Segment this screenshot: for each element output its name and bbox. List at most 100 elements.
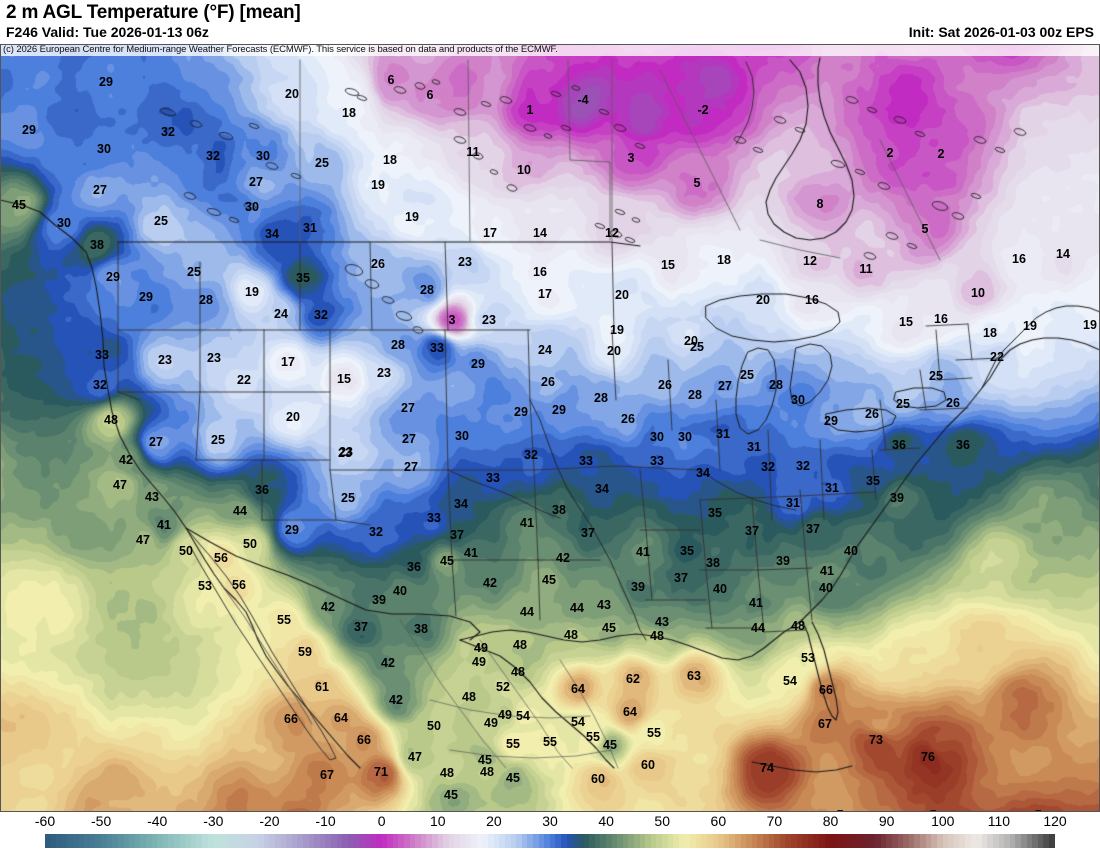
temperature-label: 41 <box>820 564 834 578</box>
colorbar-segment <box>824 834 831 848</box>
temperature-label: 49 <box>474 641 488 655</box>
temperature-label: 40 <box>393 584 407 598</box>
temperature-label: 64 <box>571 682 585 696</box>
temperature-label: 14 <box>1056 247 1070 261</box>
colorbar-segment <box>1009 834 1016 848</box>
colorbar-segment <box>196 834 203 848</box>
temperature-label: 47 <box>136 533 150 547</box>
colorbar-segment <box>936 834 943 848</box>
colorbar-segment <box>420 834 427 848</box>
temperature-label: 74 <box>760 761 774 775</box>
temperature-label: 16 <box>533 265 547 279</box>
temperature-label: 26 <box>371 257 385 271</box>
colorbar-segment <box>218 834 225 848</box>
temperature-label: 6 <box>426 88 434 102</box>
colorbar-segment <box>364 834 371 848</box>
colorbar-segment <box>959 834 965 848</box>
temperature-label: 36 <box>255 483 269 497</box>
colorbar-segment <box>95 834 102 848</box>
temperature-label: 31 <box>747 440 761 454</box>
colorbar[interactable]: -60 -50 -40 -30 -20 -10 0 10 20 30 40 50 60 70 80 90 100… <box>0 812 1100 850</box>
colorbar-segment <box>931 834 937 848</box>
temperature-label: 54 <box>571 715 585 729</box>
temperature-label: 34 <box>595 482 609 496</box>
temperature-label: 33 <box>579 454 593 468</box>
temperature-label: 11 <box>466 145 480 159</box>
colorbar-segment <box>852 834 859 848</box>
temperature-label: 23 <box>339 445 353 459</box>
colorbar-segment <box>549 834 556 848</box>
colorbar-segment <box>1004 834 1010 848</box>
colorbar-tick: 30 <box>542 813 558 829</box>
temperature-label: 41 <box>520 516 534 530</box>
colorbar-segment <box>443 834 449 848</box>
temperature-label: 25 <box>740 368 754 382</box>
colorbar-segment <box>869 834 876 848</box>
colorbar-tick: 80 <box>822 813 839 829</box>
temperature-label: 39 <box>890 491 904 505</box>
colorbar-segment <box>291 834 298 848</box>
colorbar-segment <box>886 834 893 848</box>
temperature-label: 25 <box>341 491 355 505</box>
colorbar-segment <box>460 834 466 848</box>
colorbar-segment <box>746 834 752 848</box>
page-title: 2 m AGL Temperature (°F) [mean] <box>6 2 301 23</box>
colorbar-segment <box>835 834 842 848</box>
temperature-label: 24 <box>274 307 288 321</box>
colorbar-segment <box>605 834 612 848</box>
temperature-label: 55 <box>506 737 520 751</box>
temperature-label: 31 <box>786 496 800 510</box>
temperature-label: 29 <box>552 403 566 417</box>
colorbar-tick: -60 <box>34 813 56 829</box>
temperature-label: 33 <box>427 511 441 525</box>
temperature-label: 30 <box>650 430 664 444</box>
temperature-label: 54 <box>516 709 530 723</box>
colorbar-segment <box>998 834 1005 848</box>
colorbar-segment <box>465 834 472 848</box>
temperature-label: 56 <box>214 551 228 565</box>
temperature-label: 48 <box>511 665 525 679</box>
colorbar-segment <box>263 834 270 848</box>
temperature-label: 29 <box>106 270 120 284</box>
temperature-label: 20 <box>684 334 698 348</box>
colorbar-tick: 90 <box>878 813 895 829</box>
temperature-label: 15 <box>661 258 675 272</box>
temperature-label: 39 <box>631 580 645 594</box>
temperature-label: 34 <box>696 466 710 480</box>
colorbar-segment <box>892 834 898 848</box>
colorbar-segment <box>673 834 679 848</box>
temperature-label: 35 <box>680 544 694 558</box>
temperature-label: 63 <box>687 669 701 683</box>
colorbar-segment <box>297 834 304 848</box>
temperature-label: -2 <box>697 103 709 117</box>
pivotal-weather-logo: piv tal weather <box>811 804 1093 812</box>
temperature-label: 28 <box>391 338 405 352</box>
temperature-label: 17 <box>538 287 552 301</box>
colorbar-segment <box>774 834 780 848</box>
temperature-label: 37 <box>450 528 464 542</box>
colorbar-segment <box>656 834 663 848</box>
colorbar-segment <box>785 834 792 848</box>
temperature-label: 29 <box>514 405 528 419</box>
temperature-label: 27 <box>718 379 732 393</box>
colorbar-segment <box>875 834 881 848</box>
temperature-label: 37 <box>674 571 688 585</box>
temperature-label: 29 <box>471 357 485 371</box>
temperature-label: 25 <box>896 397 910 411</box>
temperature-label: 27 <box>249 175 263 189</box>
temperature-label: 20 <box>285 87 299 101</box>
temperature-label: 45 <box>542 573 556 587</box>
temperature-label: 26 <box>946 396 960 410</box>
colorbar-segment <box>706 834 713 848</box>
colorbar-segment <box>482 834 489 848</box>
colorbar-segment <box>751 834 758 848</box>
temperature-map[interactable]: 29 29 30 27 45 30 38 29 33 32 48 42 47 43 41 47 50 56 50 53… <box>0 44 1100 812</box>
colorbar-tick: -20 <box>259 813 280 829</box>
temperature-label: 60 <box>641 758 655 772</box>
colorbar-segment <box>729 834 735 848</box>
colorbar-segment <box>650 834 657 848</box>
temperature-label: 25 <box>187 265 201 279</box>
colorbar-segment <box>992 834 999 848</box>
temperature-label: 8 <box>816 197 824 211</box>
temperature-label: 38 <box>706 556 720 570</box>
